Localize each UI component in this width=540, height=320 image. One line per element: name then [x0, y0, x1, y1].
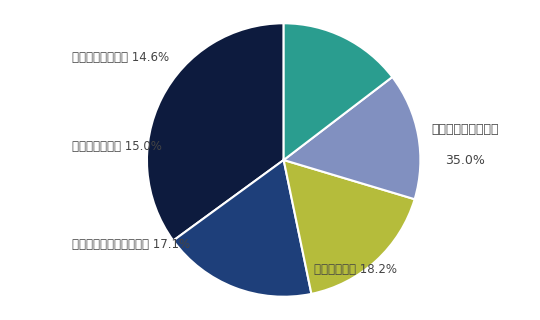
Wedge shape — [173, 160, 312, 297]
Text: 非接触型決済 18.2%: 非接触型決済 18.2% — [314, 263, 397, 276]
Text: 遠隔提供サービス 14.6%: 遠隔提供サービス 14.6% — [72, 51, 169, 64]
Text: 35.0%: 35.0% — [445, 154, 485, 166]
Text: オンラインサービス: オンラインサービス — [431, 124, 499, 136]
Text: リモートワーク 15.0%: リモートワーク 15.0% — [72, 140, 161, 153]
Wedge shape — [147, 23, 284, 241]
Wedge shape — [284, 23, 392, 160]
Wedge shape — [284, 77, 421, 199]
Wedge shape — [284, 160, 415, 294]
Text: ストリーミングメディア 17.1%: ストリーミングメディア 17.1% — [72, 238, 190, 251]
